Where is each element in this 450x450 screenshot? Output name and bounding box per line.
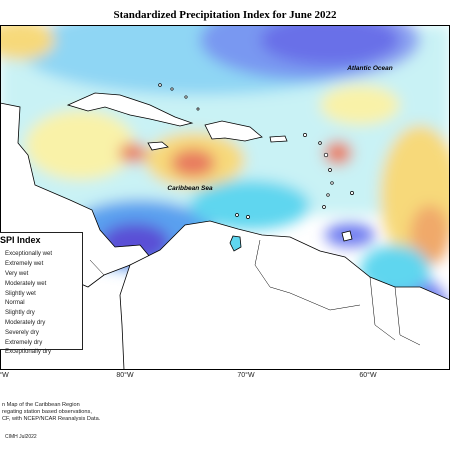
legend-item: Exceptionally wet xyxy=(5,249,52,259)
border-guyana xyxy=(369,276,396,341)
borders xyxy=(89,239,421,346)
island-martinique xyxy=(328,168,332,172)
island-grenada xyxy=(322,205,326,209)
label-caribbean: Caribbean Sea xyxy=(167,185,213,192)
island-antigua xyxy=(318,141,322,145)
spi-field-e-core xyxy=(324,141,352,165)
cuba xyxy=(66,92,194,127)
legend-list: Exceptionally wet Extremely wet Very wet… xyxy=(5,249,52,357)
spi-field-cw-core xyxy=(119,143,147,163)
spi-field-e-dry-core xyxy=(410,205,450,265)
lake-maracaibo xyxy=(229,235,242,252)
footer-date: CIMH Jul2022 xyxy=(5,434,37,440)
lon-label-90w: °W xyxy=(0,372,9,379)
legend-item-label: Exceptionally dry xyxy=(5,348,52,356)
spi-field-s-wet xyxy=(190,180,310,230)
border-ven-col xyxy=(254,239,291,294)
island-st-vincent xyxy=(326,193,330,197)
legend-item: Extremely dry xyxy=(5,337,52,347)
map-title: Standardized Precipitation Index for Jun… xyxy=(113,9,337,21)
legend-item-label: Normal xyxy=(5,299,25,307)
island-virgin xyxy=(303,133,307,137)
legend-item-label: Moderately wet xyxy=(5,279,47,287)
label-atlantic: Atlantic Ocean xyxy=(346,65,393,72)
legend-item-label: Moderately dry xyxy=(5,318,46,326)
south-america xyxy=(119,220,450,370)
island-st-lucia xyxy=(330,181,334,185)
island-guadeloupe xyxy=(323,152,329,158)
legend-item-label: Slightly wet xyxy=(5,289,36,297)
legend-item-label: Very wet xyxy=(5,269,29,277)
island-bahamas-1 xyxy=(158,83,162,87)
legend-item: Moderately dry xyxy=(5,318,52,328)
spi-field-nw-dry xyxy=(0,25,55,60)
footer-line: regating station based observations, xyxy=(2,409,92,415)
trinidad xyxy=(341,230,353,242)
lon-label-70w: 70°W xyxy=(237,372,255,379)
footer-line: CF, with NCEP/NCAR Reanalysis Data. xyxy=(2,416,101,422)
hispaniola xyxy=(204,120,263,142)
island-bahamas-2 xyxy=(170,87,174,91)
footer-line: n Map of the Caribbean Region xyxy=(2,402,80,408)
spi-field xyxy=(0,25,450,355)
legend-item: Moderately wet xyxy=(5,278,52,288)
lon-label-80w: 80°W xyxy=(116,372,134,379)
spi-field-ne-dry xyxy=(320,85,400,125)
border-panama xyxy=(89,259,105,276)
legend-item: Severely dry xyxy=(5,327,52,337)
legend-item: Normal xyxy=(5,298,52,308)
border-ven-bra xyxy=(289,292,361,311)
lon-label-60w: 60°W xyxy=(359,372,377,379)
spi-field-w-dry xyxy=(25,110,135,180)
puerto-rico xyxy=(269,135,288,143)
island-turks xyxy=(196,107,200,111)
legend-item-label: Extremely wet xyxy=(5,260,44,268)
border-suriname xyxy=(394,286,421,346)
footer-credit: n Map of the Caribbean Region regating s… xyxy=(2,402,100,423)
legend-item: Slightly wet xyxy=(5,288,52,298)
spi-map: Atlantic Ocean Caribbean Sea xyxy=(0,25,450,370)
island-aruba xyxy=(235,213,239,217)
legend-item: Extremely wet xyxy=(5,259,52,269)
island-curacao xyxy=(246,215,250,219)
legend-item: Slightly dry xyxy=(5,308,52,318)
jamaica xyxy=(147,141,169,151)
spi-field-c-core xyxy=(171,149,215,177)
spi-field-ne xyxy=(200,25,420,80)
legend-item-label: Severely dry xyxy=(5,328,39,336)
island-barbados xyxy=(350,191,354,195)
legend-item: Exceptionally dry xyxy=(5,347,52,357)
legend-title: SPI Index xyxy=(0,235,41,245)
legend-item-label: Exceptionally wet xyxy=(5,250,53,258)
island-bahamas-3 xyxy=(184,95,188,99)
legend-item-label: Slightly dry xyxy=(5,309,35,317)
legend-item: Very wet xyxy=(5,269,52,279)
legend: SPI Index Exceptionally wet Extremely we… xyxy=(0,232,83,355)
legend-item-label: Extremely dry xyxy=(5,338,43,346)
lesser-antilles xyxy=(158,83,354,219)
